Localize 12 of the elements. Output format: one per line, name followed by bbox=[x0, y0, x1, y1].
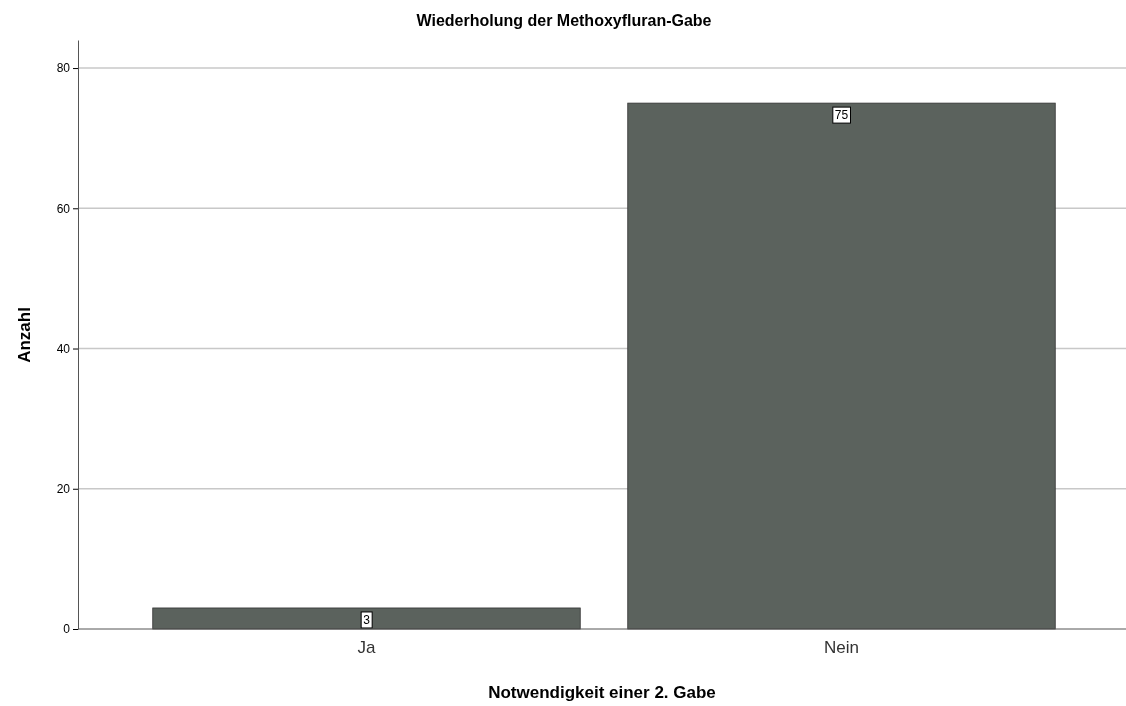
x-tick-label: Nein bbox=[824, 638, 859, 658]
y-tick-label: 80 bbox=[56, 61, 71, 76]
y-tick-label: 60 bbox=[56, 201, 71, 216]
y-tick-label: 40 bbox=[56, 341, 71, 356]
y-tick-label: 20 bbox=[56, 482, 71, 497]
x-tick-label: Ja bbox=[357, 638, 377, 658]
data-label: 3 bbox=[363, 612, 371, 627]
chart-title: Wiederholung der Methoxyfluran-Gabe bbox=[416, 12, 712, 29]
y-axis-title: Anzahl bbox=[15, 307, 34, 363]
y-tick-label: 0 bbox=[63, 622, 71, 637]
data-label: 75 bbox=[834, 108, 849, 123]
x-axis-title: Notwendigkeit einer 2. Gabe bbox=[488, 683, 716, 702]
